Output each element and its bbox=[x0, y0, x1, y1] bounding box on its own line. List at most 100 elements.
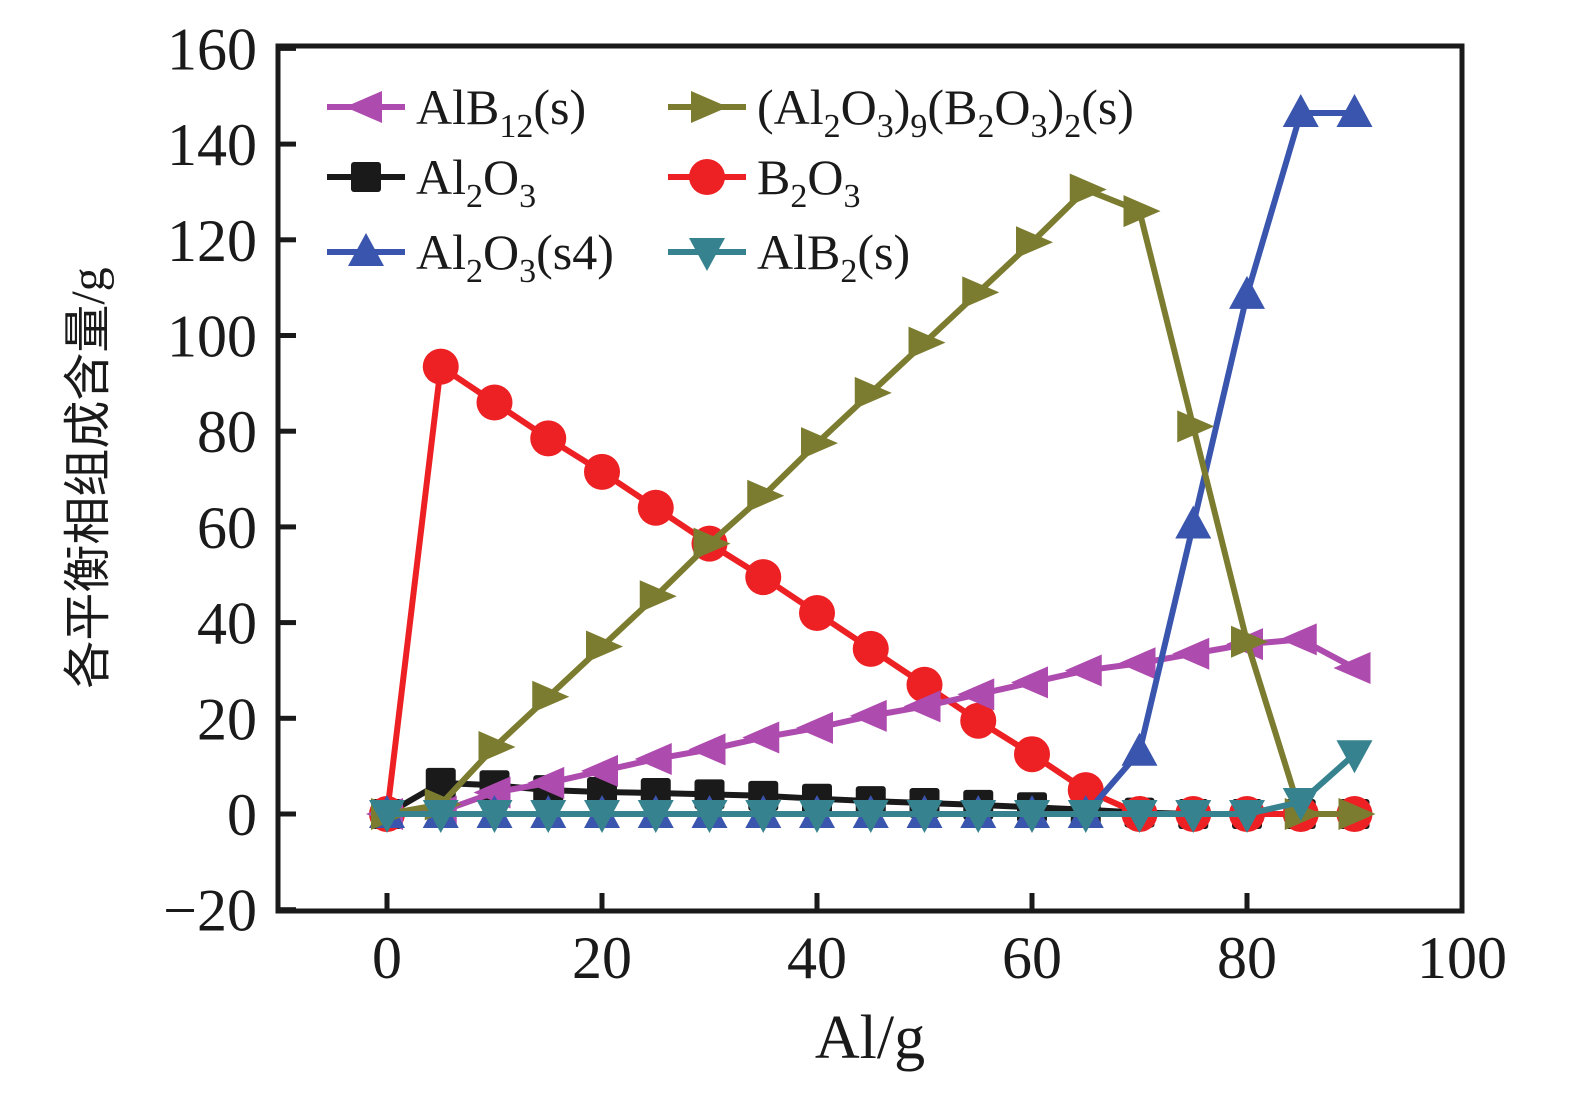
triangle-right-marker bbox=[1338, 798, 1376, 830]
triangle-right-marker bbox=[1231, 625, 1268, 658]
legend-item-AlB12(s): AlB12(s) bbox=[327, 79, 586, 145]
y-tick-label-60: 60 bbox=[197, 495, 257, 561]
triangle-down-marker bbox=[1336, 740, 1373, 774]
axes: 0 20 40 60 80 100 −20 0 20 40 60 80 100 120 140 160 bbox=[163, 16, 1507, 991]
triangle-left-marker bbox=[1279, 623, 1317, 656]
x-tick-label-0: 0 bbox=[372, 925, 402, 991]
triangle-right-marker bbox=[1123, 195, 1161, 228]
x-tick-label-60: 60 bbox=[1002, 925, 1062, 991]
circle-marker bbox=[422, 348, 459, 385]
series-B2O3 bbox=[369, 348, 1373, 832]
triangle-right-marker bbox=[747, 479, 785, 512]
triangle-down-marker bbox=[799, 800, 835, 833]
triangle-left-icon bbox=[345, 91, 382, 123]
triangle-down-marker bbox=[1067, 800, 1104, 833]
legend-item-B2O3: B2O3 bbox=[668, 149, 860, 215]
triangle-down-marker bbox=[422, 800, 459, 833]
triangle-right-marker bbox=[908, 326, 946, 359]
x-tick-label-80: 80 bbox=[1217, 925, 1277, 991]
triangle-down-marker bbox=[960, 800, 997, 833]
legend-label: (Al2O3)9(B2O3)2(s) bbox=[757, 79, 1134, 145]
circle-marker bbox=[637, 489, 674, 526]
y-tick-label-100: 100 bbox=[167, 304, 257, 370]
x-tick-label-40: 40 bbox=[787, 925, 847, 991]
legend: AlB12(s) (Al2O3)9(B2O3)2(s) Al2O3 B2O3 Al2O3… bbox=[327, 79, 1134, 290]
triangle-right-marker bbox=[962, 276, 1000, 309]
triangle-left-marker bbox=[957, 678, 995, 711]
y-tick-label-0: 0 bbox=[227, 782, 257, 848]
square-marker bbox=[425, 767, 456, 798]
triangle-left-marker bbox=[1118, 647, 1156, 680]
circle-marker bbox=[1014, 736, 1050, 773]
legend-item-(Al2O3)9(B2O3)2(s): (Al2O3)9(B2O3)2(s) bbox=[668, 79, 1134, 145]
y-tick-label-−20: −20 bbox=[163, 878, 257, 944]
y-axis-title: 各平衡相组成含量/g bbox=[62, 267, 115, 688]
triangle-left-marker bbox=[1011, 666, 1048, 699]
circle-marker bbox=[745, 559, 782, 596]
legend-label: AlB2(s) bbox=[757, 224, 910, 290]
triangle-right-marker bbox=[639, 580, 677, 613]
x-tick-label-20: 20 bbox=[572, 925, 632, 991]
triangle-left-marker bbox=[1172, 637, 1210, 670]
y-tick-label-40: 40 bbox=[197, 591, 257, 657]
y-tick-label-80: 80 bbox=[197, 399, 257, 465]
triangle-right-marker bbox=[854, 376, 892, 409]
triangle-right-marker bbox=[801, 427, 838, 460]
circle-marker bbox=[852, 630, 889, 667]
y-tick-label-160: 160 bbox=[167, 16, 257, 82]
triangle-down-marker bbox=[1121, 800, 1158, 833]
triangle-left-marker bbox=[903, 690, 941, 723]
triangle-left-marker bbox=[849, 699, 887, 732]
y-tick-label-120: 120 bbox=[167, 208, 257, 274]
legend-label: AlB12(s) bbox=[416, 79, 586, 145]
square-marker bbox=[587, 776, 617, 807]
circle-marker bbox=[584, 453, 620, 490]
y-tick-label-140: 140 bbox=[167, 112, 257, 178]
triangle-down-marker bbox=[691, 800, 728, 833]
legend-label: Al2O3(s4) bbox=[416, 224, 614, 290]
triangle-down-marker bbox=[1014, 800, 1050, 833]
triangle-up-marker bbox=[1229, 275, 1265, 309]
triangle-down-marker bbox=[637, 800, 674, 833]
triangle-up-marker bbox=[1121, 732, 1158, 766]
legend-label: B2O3 bbox=[757, 149, 860, 215]
triangle-left-marker bbox=[527, 766, 565, 799]
series-AlB2(s) bbox=[369, 740, 1373, 833]
triangle-down-marker bbox=[476, 800, 513, 833]
triangle-left-marker bbox=[1333, 652, 1371, 685]
square-icon bbox=[351, 162, 381, 192]
triangle-right-marker bbox=[1177, 410, 1215, 443]
x-tick-label-100: 100 bbox=[1417, 925, 1507, 991]
triangle-right-icon bbox=[691, 91, 728, 123]
triangle-right-marker bbox=[586, 630, 623, 663]
triangle-down-icon bbox=[689, 238, 725, 271]
circle-marker bbox=[476, 384, 513, 421]
triangle-left-marker bbox=[1064, 654, 1102, 687]
triangle-down-marker bbox=[852, 800, 889, 833]
triangle-down-marker bbox=[1175, 800, 1212, 833]
triangle-right-marker bbox=[532, 680, 570, 713]
triangle-down-marker bbox=[1282, 788, 1319, 822]
triangle-down-marker bbox=[369, 800, 405, 833]
plot-border bbox=[275, 43, 1465, 914]
triangle-down-marker bbox=[1229, 800, 1265, 833]
triangle-left-marker bbox=[634, 742, 672, 775]
triangle-right-marker bbox=[693, 527, 731, 560]
legend-item-Al2O3: Al2O3 bbox=[327, 149, 536, 215]
circle-icon bbox=[689, 159, 725, 195]
circle-marker bbox=[530, 420, 567, 457]
triangle-up-marker bbox=[1282, 93, 1319, 127]
triangle-down-marker bbox=[530, 800, 567, 833]
triangle-down-marker bbox=[906, 800, 943, 833]
triangle-down-marker bbox=[745, 800, 782, 833]
triangle-up-marker bbox=[1336, 93, 1373, 127]
triangle-down-marker bbox=[584, 800, 620, 833]
x-axis-title: Al/g bbox=[815, 1004, 925, 1072]
y-tick-label-20: 20 bbox=[197, 686, 257, 752]
triangle-left-marker bbox=[796, 711, 833, 744]
circle-marker bbox=[960, 702, 997, 739]
plot-area bbox=[366, 93, 1376, 833]
legend-item-Al2O3(s4): Al2O3(s4) bbox=[327, 224, 614, 290]
